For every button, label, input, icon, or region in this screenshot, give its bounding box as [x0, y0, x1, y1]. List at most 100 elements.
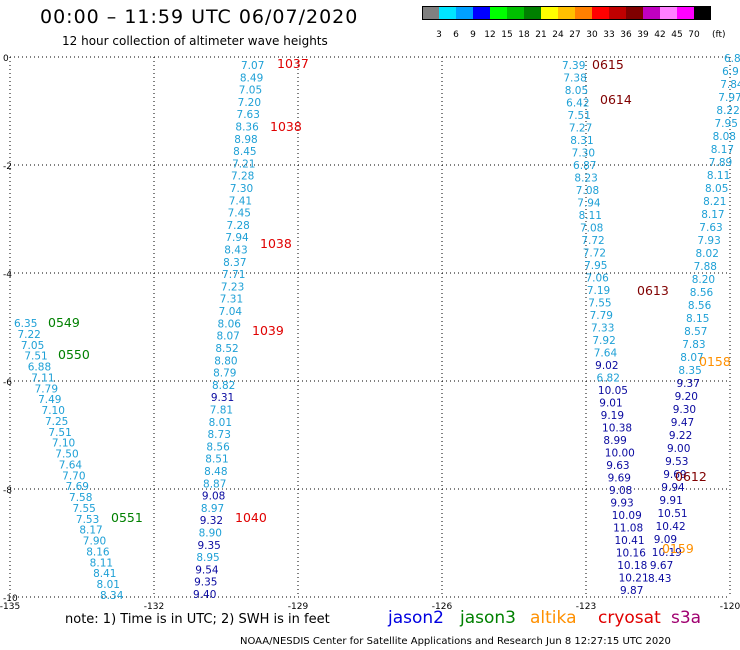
wave-height-label: 8.36: [235, 122, 259, 134]
wave-height-label: 8.01: [97, 579, 120, 591]
wave-height-label: 8.20: [692, 274, 715, 286]
wave-height-label: 9.22: [669, 430, 692, 442]
wave-height-label: 9.08: [202, 491, 225, 503]
colorbar-label: 21: [535, 30, 547, 40]
wave-height-label: 7.05: [21, 340, 44, 352]
wave-height-label: 9.01: [599, 398, 622, 410]
wave-height-label: 7.81: [210, 404, 233, 416]
y-tick-label: -2: [3, 162, 12, 172]
wave-height-label: 7.58: [69, 492, 92, 504]
wave-height-label: 7.55: [588, 298, 611, 310]
colorbar-label: 36: [620, 30, 632, 40]
y-tick-label: -8: [3, 486, 12, 496]
wave-height-label: 7.89: [709, 157, 732, 169]
wave-height-label: 9.54: [195, 564, 219, 576]
colorbar-swatch: [575, 6, 592, 20]
map-title: 00:00 – 11:59 UTC 06/07/2020: [40, 6, 359, 28]
wave-height-label: 6.88: [28, 362, 51, 374]
wave-height-label: 7.39: [562, 60, 585, 72]
colorbar-swatch: [694, 6, 711, 20]
wave-height-label: 7.79: [590, 310, 613, 322]
y-tick-label: 0: [3, 54, 9, 64]
x-tick-label: -123: [576, 602, 596, 612]
colorbar-swatch: [660, 6, 677, 20]
wave-height-label: 10.00: [605, 448, 635, 460]
wave-height-label: 7.23: [221, 281, 244, 293]
wave-height-label: 7.90: [83, 536, 106, 548]
colorbar-label: 39: [637, 30, 649, 40]
wave-height-label: 10.18: [617, 560, 647, 572]
wave-height-label: 7.27: [569, 123, 592, 135]
pass-time-label: 1039: [252, 323, 284, 338]
wave-height-label: 8.15: [686, 313, 709, 325]
wave-height-label: 7.53: [76, 514, 99, 526]
colorbar-swatch: [439, 6, 456, 20]
pass-time-label: 0614: [600, 92, 632, 107]
colorbar-swatch: [507, 6, 524, 20]
wave-height-label: 7.72: [581, 235, 604, 247]
wave-height-label: 9.20: [675, 391, 698, 403]
colorbar-swatch: [490, 6, 507, 20]
colorbar-swatch: [643, 6, 660, 20]
colorbar-label: 24: [552, 30, 564, 40]
wave-height-label: 9.37: [677, 378, 700, 390]
wave-height-label: 9.30: [673, 404, 696, 416]
wave-height-label: 8.51: [205, 454, 228, 466]
wave-height-label: 7.28: [231, 171, 254, 183]
wave-height-label: 8.43: [648, 573, 671, 585]
wave-height-label: 7.51: [568, 110, 591, 122]
wave-height-label: 8.11: [90, 557, 113, 569]
wave-height-label: 7.88: [694, 261, 717, 273]
colorbar-frame: [422, 6, 711, 20]
wave-height-label: 10.38: [602, 423, 632, 435]
wave-height-label: 7.22: [17, 329, 40, 341]
footer-note: note: 1) Time is in UTC; 2) SWH is in fe…: [65, 612, 330, 627]
wave-height-label: 8.79: [213, 368, 236, 380]
wave-height-label: 7.49: [38, 394, 61, 406]
wave-height-label: 7.45: [228, 208, 251, 220]
y-tick-label: -10: [3, 594, 18, 604]
colorbar-swatch: [524, 6, 541, 20]
wave-height-label: 8.34: [100, 590, 124, 602]
wave-height-label: 8.17: [79, 525, 102, 537]
wave-height-label: 9.94: [661, 482, 685, 494]
wave-height-label: 9.93: [610, 498, 633, 510]
wave-height-label: 7.55: [72, 503, 95, 515]
colorbar-label: 45: [671, 30, 683, 40]
x-tick-label: -126: [432, 602, 453, 612]
x-tick-label: -135: [0, 602, 20, 612]
wave-height-label: 7.83: [682, 339, 705, 351]
wave-height-label: 7.10: [42, 405, 65, 417]
wave-height-label: 9.35: [194, 577, 217, 589]
wave-height-label: 8.99: [603, 435, 626, 447]
wave-height-label: 9.40: [193, 589, 216, 601]
wave-height-label: 8.17: [701, 209, 724, 221]
colorbar-swatch: [422, 6, 439, 20]
wave-height-label: 7.30: [572, 148, 595, 160]
wave-height-label: 8.90: [199, 527, 222, 539]
wave-height-label: 7.08: [576, 185, 599, 197]
wave-height-label: 10.05: [598, 385, 628, 397]
wave-height-label: 8.45: [233, 146, 256, 158]
wave-height-label: 9.09: [654, 534, 677, 546]
wave-height-label: 11.08: [613, 523, 643, 535]
wave-height-label: 9.63: [606, 460, 629, 472]
wave-height-label: 8.01: [209, 417, 232, 429]
wave-height-label: 7.21: [232, 158, 255, 170]
x-tick-label: -129: [288, 602, 309, 612]
wave-height-label: 9.69: [663, 469, 686, 481]
legend-item-jason3: jason3: [460, 608, 516, 628]
wave-height-label: 8.80: [214, 355, 237, 367]
wave-height-label: 10.19: [652, 547, 682, 559]
wave-height-label: 8.02: [696, 248, 719, 260]
wave-height-label: 8.05: [705, 183, 728, 195]
wave-height-label: 8.06: [218, 318, 242, 330]
wave-height-label: 7.63: [237, 109, 260, 121]
wave-height-label: 7.10: [52, 438, 75, 450]
colorbar-label: 12: [484, 30, 496, 40]
wave-height-label: 8.11: [579, 210, 602, 222]
pass-time-label: 1038: [270, 119, 302, 134]
wave-height-label: 10.51: [658, 508, 688, 520]
wave-height-label: 7.94: [577, 198, 601, 210]
wave-height-label: 9.91: [659, 495, 682, 507]
